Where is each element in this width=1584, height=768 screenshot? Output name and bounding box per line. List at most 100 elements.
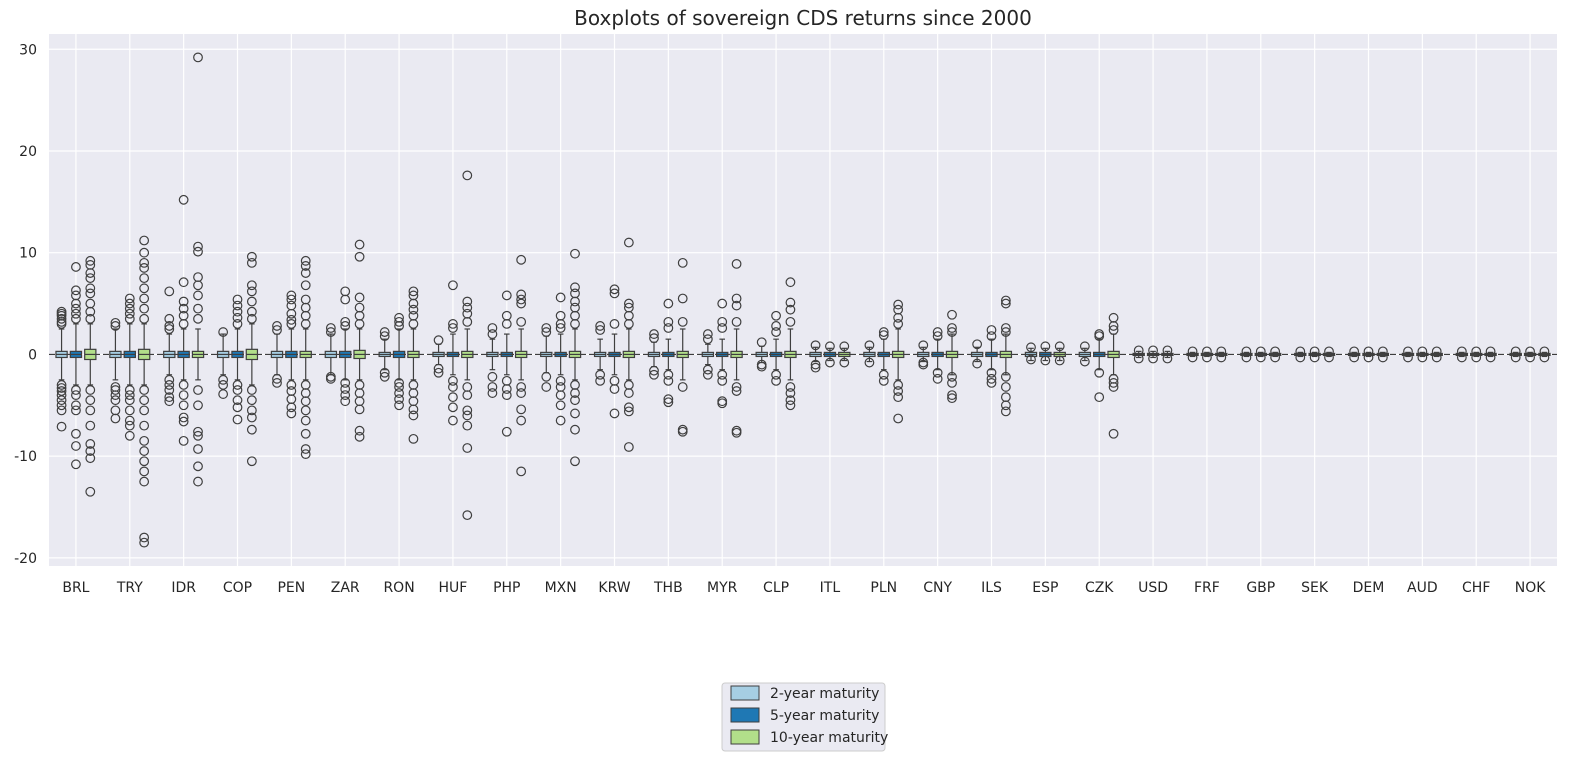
outlier-point [164, 321, 175, 331]
outlier-point [71, 298, 81, 309]
outlier-point [462, 510, 473, 521]
box-CHF-1 [1470, 346, 1483, 363]
outlier-point [379, 327, 390, 337]
outlier-point [516, 404, 527, 415]
box-TRY-1 [123, 293, 136, 441]
outlier-point [810, 340, 821, 351]
box-PEN-1 [285, 290, 298, 419]
outlier-point [178, 277, 189, 288]
outlier-point [71, 313, 81, 324]
outlier-point [1510, 352, 1521, 363]
box-CZK-2 [1107, 312, 1120, 439]
x-tick-label: MYR [707, 580, 738, 596]
box-COP-0 [216, 327, 230, 399]
y-tick-label: 30 [19, 42, 37, 58]
x-tick-label: GBP [1246, 580, 1275, 596]
box-GBP-0 [1240, 346, 1253, 363]
outlier-point [110, 395, 121, 406]
outlier-point [663, 316, 674, 327]
box-MXN-1 [554, 292, 567, 426]
outlier-point [1417, 352, 1428, 363]
outlier-point [947, 393, 957, 404]
outlier-point [717, 369, 728, 380]
outlier-point [394, 388, 404, 398]
outlier-point [56, 390, 67, 401]
outlier-point [1539, 346, 1550, 357]
outlier-point [1108, 378, 1119, 388]
outlier-point [1363, 346, 1374, 357]
box-PHP-0 [486, 323, 499, 398]
outlier-point [394, 378, 404, 388]
outlier-point [1054, 341, 1065, 352]
outlier-point [932, 367, 943, 378]
outlier-point [408, 298, 419, 309]
outlier-point [286, 319, 297, 329]
outlier-point [702, 364, 713, 375]
outlier-point [947, 309, 957, 320]
outlier-point [516, 316, 527, 327]
outlier-point [986, 367, 997, 378]
legend-swatch [730, 707, 760, 723]
outlier-point [1456, 346, 1467, 357]
outlier-point [609, 288, 620, 299]
outlier-point [1270, 346, 1281, 357]
outlier-point [286, 402, 297, 413]
outlier-point [340, 378, 351, 388]
outlier-point [193, 444, 203, 454]
outlier-point [139, 446, 150, 456]
outlier-point [731, 293, 742, 304]
outlier-point [178, 303, 189, 314]
outlier-point [139, 385, 150, 395]
outlier-point [139, 395, 150, 406]
outlier-point [139, 257, 150, 268]
outlier-point [1094, 367, 1105, 378]
box-BRL-0 [55, 306, 68, 432]
outlier-point [433, 367, 444, 378]
outlier-point [340, 321, 351, 331]
box-COP-2 [245, 251, 259, 467]
y-tick-label: -20 [14, 551, 37, 567]
outlier-point [110, 321, 121, 331]
box-ESP-2 [1053, 341, 1066, 366]
box-ILS-2 [999, 295, 1013, 417]
outlier-point [731, 386, 742, 396]
outlier-point [325, 327, 336, 337]
outlier-point [663, 323, 674, 333]
box-KRW-0 [593, 321, 607, 386]
outlier-point [1000, 323, 1011, 333]
box-THB-2 [676, 257, 689, 437]
outlier-point [246, 456, 257, 467]
outlier-point [771, 375, 781, 386]
box-ESP-0 [1024, 342, 1038, 365]
outlier-point [570, 424, 580, 435]
outlier-point [354, 431, 365, 442]
outlier-point [1202, 352, 1212, 363]
outlier-point [71, 262, 81, 272]
outlier-point [448, 280, 458, 291]
outlier-point [85, 439, 96, 449]
outlier-point [71, 400, 81, 411]
outlier-point [139, 420, 150, 431]
box-SEK-0 [1294, 346, 1307, 363]
box-BRL-1 [69, 262, 83, 470]
outlier-point [663, 298, 674, 309]
outlier-point [85, 420, 96, 431]
x-tick-label: IDR [171, 580, 196, 596]
outlier-point [139, 273, 150, 284]
boxplots [55, 52, 1551, 548]
outlier-point [785, 304, 796, 315]
outlier-point [56, 313, 67, 324]
box-USD-0 [1132, 345, 1145, 364]
box-NOK-0 [1509, 346, 1522, 363]
outlier-point [193, 246, 203, 257]
outlier-point [771, 327, 781, 337]
box-MXN-0 [540, 323, 553, 392]
outlier-point [139, 476, 150, 487]
outlier-point [570, 319, 580, 329]
box-AUD-0 [1401, 346, 1415, 363]
x-tick-label: PEN [277, 580, 305, 596]
outlier-point [56, 380, 67, 390]
outlier-point [286, 294, 297, 305]
outlier-point [595, 369, 606, 380]
